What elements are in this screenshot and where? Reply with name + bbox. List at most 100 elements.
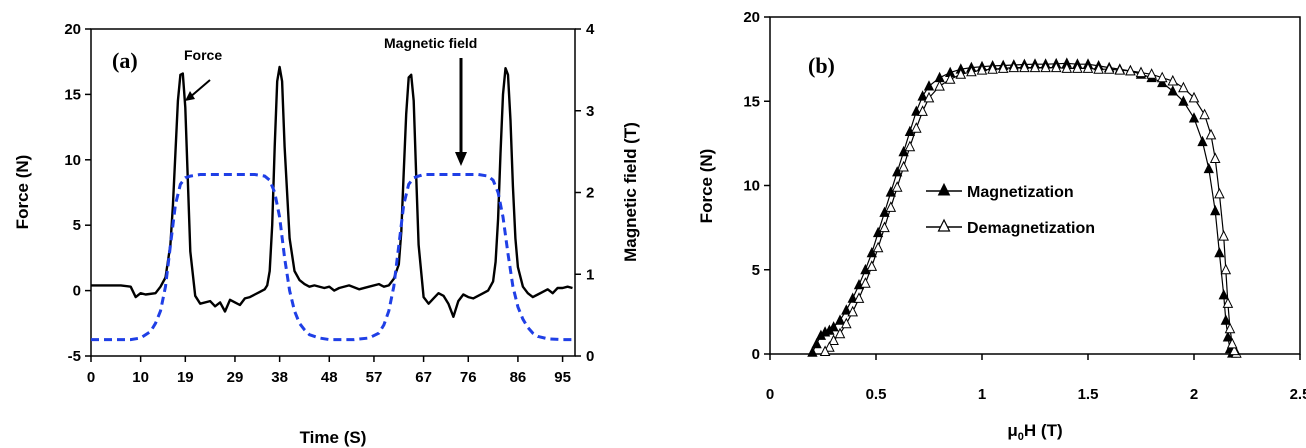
magnetization-point (879, 206, 890, 217)
demagnetization-point (1222, 297, 1234, 308)
legend-item-magnetization: Magnetization (926, 182, 1074, 201)
left-tick-label: 10 (64, 152, 81, 169)
demagnetization-point (828, 334, 839, 345)
demagnetization-point (1072, 62, 1083, 73)
demagnetization-point (976, 63, 988, 75)
demagnetization-point (891, 181, 903, 192)
x-tick-label: 2.5 (1290, 386, 1306, 403)
x-tick-label: 86 (510, 369, 527, 386)
demagnetization-point (966, 65, 977, 77)
left-tick-label: -5 (68, 348, 81, 365)
demagnetization-point (923, 91, 935, 103)
magnetization-point (841, 304, 852, 315)
y-tick-label: 15 (743, 93, 760, 110)
demagnetization-point (824, 341, 835, 352)
magnetization-point (1178, 95, 1189, 106)
panel-b-marks (807, 57, 1242, 358)
magnetization-point (1214, 247, 1225, 258)
demagnetization-point (840, 317, 852, 329)
demagnetization-point (819, 345, 831, 356)
demagnetization-point (1029, 61, 1041, 73)
magnetization-point (811, 338, 822, 349)
x-tick-label: 29 (227, 369, 244, 386)
demagnetization-point (847, 305, 859, 317)
magnetization-point (1218, 289, 1229, 300)
panel-a-plot-frame (90, 28, 576, 357)
left-tick-label: 20 (64, 21, 81, 38)
panel-a-chart: -5 0 5 10 15 20 0 1 2 3 4 0 10 19 29 38 48 57 67 76 86 95 (… (13, 21, 640, 447)
demagnetization-point (1135, 66, 1147, 78)
demagnetization-point (910, 122, 922, 133)
demagnetization-point (879, 221, 890, 233)
magnetization-point (923, 80, 935, 91)
legend-label-demagnetization: Demagnetization (967, 220, 1095, 237)
panel-a-label: (a) (112, 48, 138, 73)
demagnetization-point (1008, 61, 1020, 73)
y-tick-label: 5 (752, 262, 760, 279)
magnetic-field-line (91, 173, 573, 342)
x-tick-label: 67 (415, 369, 432, 386)
panel-b-chart: 0 5 10 15 20 0 0.5 1 1.5 2 2.5 (b) Magnetization … (697, 9, 1306, 443)
panel-a-left-ticks: -5 0 5 10 15 20 (64, 21, 91, 365)
right-tick-label: 0 (586, 348, 594, 365)
magnetization-point (1203, 162, 1214, 174)
demagnetization-point (1209, 152, 1221, 163)
right-tick-label: 3 (586, 103, 594, 120)
demagnetization-point (1205, 128, 1217, 140)
x-tick-label: 19 (177, 369, 194, 386)
demagnetization-point (1050, 61, 1062, 73)
magnetization-point (911, 105, 922, 116)
x-tick-label: 48 (321, 369, 338, 386)
x-tick-label: 0 (87, 369, 95, 386)
demagnetization-point (1114, 63, 1126, 75)
x-tick-label: 95 (554, 369, 571, 386)
left-tick-label: 0 (73, 283, 81, 300)
demagnetization-point (866, 260, 878, 271)
legend-item-demagnetization: Demagnetization (926, 218, 1095, 237)
demagnetization-point (1199, 108, 1210, 120)
demagnetization-point (1103, 63, 1115, 74)
legend-open-triangle-icon (937, 218, 951, 232)
magnetization-point (1188, 112, 1200, 123)
force-annotation: Force (184, 47, 222, 63)
magnetization-point (898, 145, 909, 157)
demagnetization-point (1082, 62, 1094, 73)
x-tick-label: 0.5 (866, 386, 887, 403)
legend-filled-triangle-icon (937, 182, 951, 196)
demagnetization-point (872, 241, 884, 253)
panel-a-y-axis-title: Force (N) (13, 155, 32, 230)
demagnetization-point (1178, 81, 1189, 93)
demagnetization-point (1167, 74, 1179, 86)
panel-b-y-ticks: 0 5 10 15 20 (743, 9, 770, 363)
demagnetization-point (997, 62, 1009, 73)
x-tick-label: 10 (132, 369, 149, 386)
y-tick-label: 0 (752, 346, 760, 363)
x-tick-label: 38 (271, 369, 288, 386)
demagnetization-point (1093, 63, 1104, 74)
x-tick-label: 0 (766, 386, 774, 403)
demagnetization-point (1214, 187, 1225, 199)
magnetization-point (807, 346, 818, 357)
demagnetization-point (1125, 64, 1136, 76)
left-tick-label: 15 (64, 86, 81, 103)
demagnetization-point (917, 105, 928, 116)
panel-a-x-ticks: 0 10 19 29 38 48 57 67 76 86 95 (87, 356, 571, 386)
x-tick-label: 76 (460, 369, 477, 386)
magnetization-point (1210, 204, 1221, 216)
demagnetization-point (1220, 263, 1232, 275)
demagnetization-point (1228, 344, 1240, 356)
demagnetization-point (1146, 68, 1157, 79)
panel-b-legend: Magnetization Demagnetization (926, 182, 1095, 237)
magnetization-point (866, 247, 877, 258)
demagnetization-point (1224, 322, 1236, 334)
force-line (91, 65, 573, 318)
magnetization-point (1167, 85, 1178, 96)
magnetization-point (1220, 314, 1231, 325)
y-tick-label: 10 (743, 178, 760, 195)
demagnetization-point (898, 160, 909, 172)
x-tick-label: 1.5 (1078, 386, 1099, 403)
x-tick-label: 2 (1190, 386, 1198, 403)
panel-a-right-ticks: 0 1 2 3 4 (575, 21, 595, 365)
panel-b-y-axis-title: Force (N) (697, 149, 716, 224)
